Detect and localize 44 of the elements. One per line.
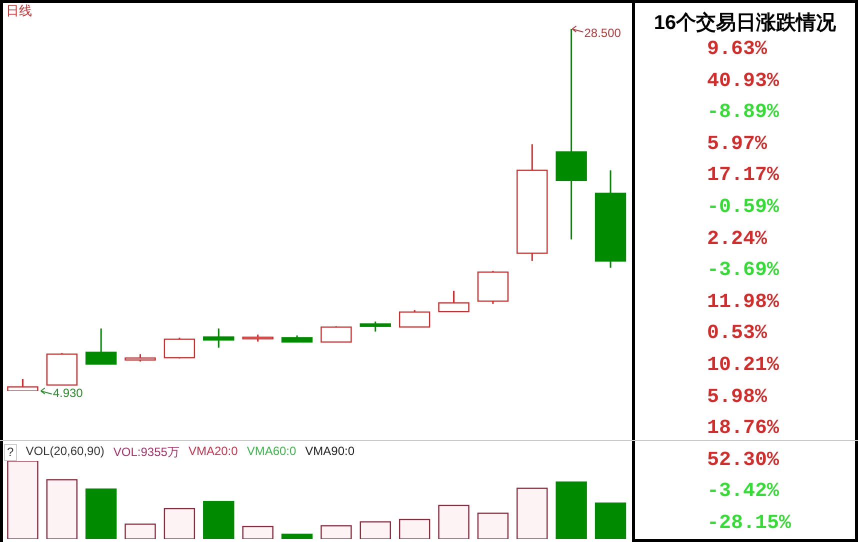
text: -0.59% xyxy=(707,196,780,219)
bar xyxy=(124,524,156,539)
text: 5.97% xyxy=(707,132,768,156)
bar xyxy=(438,504,470,539)
annotation: 4.930 xyxy=(52,386,84,400)
bar xyxy=(242,526,274,539)
text: VMA90:0 xyxy=(305,444,355,460)
text: VMA20:0 xyxy=(188,444,238,460)
bar xyxy=(516,488,548,539)
bar xyxy=(556,481,587,539)
bar xyxy=(477,512,509,539)
candlestick xyxy=(203,328,234,348)
bar xyxy=(360,521,391,539)
bar xyxy=(7,461,38,539)
bar xyxy=(46,479,78,539)
text: -3.69% xyxy=(707,259,780,282)
text: VMA60:0 xyxy=(246,444,296,460)
text: 10.21% xyxy=(707,354,780,377)
chart-title: 日线 xyxy=(6,2,32,20)
bar xyxy=(203,500,234,539)
text: 0.53% xyxy=(707,322,768,346)
text: -8.89% xyxy=(707,101,780,124)
bar xyxy=(398,518,430,539)
text: VOL:9355万 xyxy=(113,444,180,461)
text: 16个交易日涨跌情况 xyxy=(652,10,838,36)
bar xyxy=(320,525,352,539)
text: 5.98% xyxy=(707,386,768,409)
text: -3.42% xyxy=(707,480,780,504)
text: -28.15% xyxy=(707,512,792,535)
text: 11.98% xyxy=(707,290,780,314)
candlestick xyxy=(360,320,391,332)
text: 2.24% xyxy=(707,228,768,251)
bar xyxy=(85,488,117,539)
text: 40.93% xyxy=(707,70,780,93)
text: ? xyxy=(4,444,17,461)
text: 18.76% xyxy=(707,417,780,440)
bar xyxy=(594,502,626,539)
text: 52.30% xyxy=(707,448,780,472)
bar xyxy=(281,534,313,539)
annotation: 28.500 xyxy=(584,26,622,40)
text: 9.63% xyxy=(707,38,768,61)
text: VOL(20,60,90) xyxy=(26,444,104,460)
text: 17.17% xyxy=(707,164,780,188)
bar xyxy=(164,508,196,539)
